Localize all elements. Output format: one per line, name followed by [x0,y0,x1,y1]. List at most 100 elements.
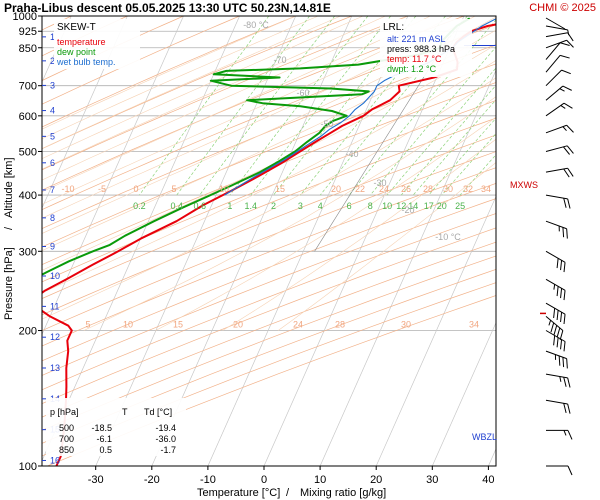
altitude-tick-label: 4 [50,106,55,116]
moist-adiabat-label: 24 [293,320,303,330]
mixing-ratio-line [441,133,496,196]
wind-barb-staff [545,124,567,134]
wind-barb-flag [560,42,570,46]
moist-adiabat [278,162,496,331]
wind-barb-flag [563,262,566,273]
wind-barb-staff [545,42,561,60]
wind-barbs [545,17,574,476]
dry-adiabat-label: -60 [296,88,309,98]
wind-barb [546,465,573,476]
wind-barb-flag [560,312,563,323]
table-cell: -6.1 [96,434,112,444]
dry-adiabat-label: -40 [345,149,358,159]
isotherm [375,195,496,466]
moist-adiabat-label: 28 [423,184,433,194]
background-grid [0,16,496,466]
wind-barb-half-flag [560,105,566,109]
mxws-marker: MXWS [510,180,538,190]
altitude-tick-label: 11 [50,301,59,311]
mixing-ratio-line [199,16,335,196]
wind-barb-staff [545,69,562,87]
wind-barb [545,69,571,87]
table-cell: 0.5 [99,445,112,455]
wind-barb-flag [561,69,571,75]
moist-adiabat [42,16,319,140]
altitude-tick-label: 3 [50,80,55,90]
isotherm [0,16,15,466]
wind-barb [545,25,570,36]
mixing-ratio-line [139,16,270,196]
moist-adiabat-label: 22 [355,184,365,194]
moist-adiabat [42,16,431,193]
wind-barb-flag [553,335,556,346]
isotherm [151,16,353,466]
axes: 0.2 0.4 0.6 1 1.4 2 3 4 6 8 10 12 14 17 20 25-80 °C-70-… [13,11,546,486]
wind-barb-flag [567,168,574,177]
wind-barb [546,429,573,440]
mixing-ratio-label: 0.4 [170,201,183,211]
dry-adiabat-label: -80 °C [243,20,269,30]
table-header-td: Td [°C] [144,407,172,417]
x-tick-label: -10 [200,474,216,486]
mixing-ratio-label: 20 [437,201,447,211]
mixing-ratio-label: 1 [227,201,232,211]
wind-barb-flag [560,260,563,271]
altitude-tick-label: 16 [50,455,60,465]
dry-adiabat [42,16,409,171]
dry-adiabat [42,100,496,283]
altitude-tick-label: 6 [50,158,55,168]
altitude-tick-label: 13 [50,363,60,373]
wind-barb-flag [566,228,568,239]
lrl-info: LRL: alt: 221 m ASL press: 988.3 hPa tem… [380,19,472,77]
table-cell: -19.4 [155,423,176,433]
y-tick-label: 925 [19,26,37,38]
moist-adiabat-label: 20 [233,320,243,330]
altitude-tick-label: 1 [50,32,55,42]
moist-adiabat-label: 20 [331,184,341,194]
mixing-ratio-line [428,117,496,196]
wind-barb-staff [545,55,561,73]
lrl-temp: temp: 11.7 °C [387,54,442,64]
wind-barb-half-flag [558,225,560,232]
isotherm [488,448,496,466]
wind-barb-flag [566,358,568,369]
wind-barb-flag [566,39,574,48]
x-tick-label: 30 [426,474,438,486]
moist-adiabat [42,16,341,149]
moist-adiabat-label: 10 [123,320,133,330]
x-tick-label: 0 [261,474,267,486]
wind-barb-staff [545,194,568,200]
mixing-ratio-label: 25 [455,201,465,211]
y-tick-label: 400 [19,190,37,202]
wind-barb [545,220,568,239]
moist-adiabat-label: -5 [98,184,106,194]
wind-barb-flag [556,310,559,321]
wind-barb-flag [567,403,571,414]
mixing-ratio-label: 3 [298,201,303,211]
wind-barb [545,39,574,49]
dry-adiabat [42,182,496,362]
altitude-tick-label: 10 [50,271,60,281]
moist-adiabat-label: 28 [335,320,345,330]
moist-adiabat-label: 30 [401,320,411,330]
wind-barb-flag [562,85,572,91]
wind-barb [545,350,568,369]
wind-barb [545,278,566,301]
dry-adiabat [42,213,496,391]
lrl-dwpt: dwpt: 1.2 °C [387,64,437,74]
wind-barb-flag [563,377,567,387]
y-tick-label: 100 [19,461,37,473]
wind-barb-flag [556,327,561,338]
mixing-ratio-label: 17 [424,201,434,211]
wind-barb-staff [545,85,564,101]
wind-barb [545,399,571,414]
lrl-alt: alt: 221 m ASL [387,34,446,44]
wind-barb-staff [545,102,565,117]
x-tick-label: -20 [144,474,160,486]
dry-adiabat [42,255,496,431]
wind-barb-staff [545,220,567,230]
wind-barb [545,85,572,101]
y-tick-label: 500 [19,146,37,158]
y-tick-label: 600 [19,111,37,123]
